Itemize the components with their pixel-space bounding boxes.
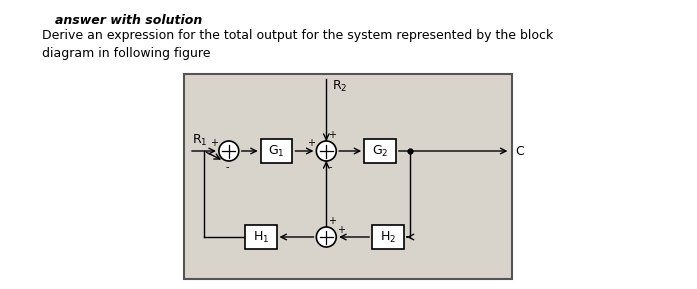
Text: +: + [337,225,345,235]
Text: -: - [226,162,229,172]
Text: G$_2$: G$_2$ [372,143,388,159]
Circle shape [316,141,336,161]
Text: Derive an expression for the total output for the system represented by the bloc: Derive an expression for the total outpu… [42,29,553,42]
Text: +: + [210,138,218,148]
Text: G$_1$: G$_1$ [268,143,285,159]
Circle shape [316,227,336,247]
FancyBboxPatch shape [184,74,512,279]
FancyBboxPatch shape [372,225,404,249]
Text: R$_2$: R$_2$ [332,79,348,94]
Text: +: + [328,216,336,226]
FancyBboxPatch shape [245,225,277,249]
Text: R$_1$: R$_1$ [192,133,208,148]
Text: +: + [307,138,315,148]
Text: +: + [328,130,336,140]
Circle shape [219,141,239,161]
FancyBboxPatch shape [364,139,396,163]
Text: diagram in following figure: diagram in following figure [42,47,210,60]
FancyBboxPatch shape [261,139,293,163]
Text: -: - [328,162,332,172]
Text: H$_2$: H$_2$ [380,229,396,244]
Text: answer with solution: answer with solution [54,14,202,27]
Text: C: C [515,144,524,158]
Text: H$_1$: H$_1$ [252,229,269,244]
